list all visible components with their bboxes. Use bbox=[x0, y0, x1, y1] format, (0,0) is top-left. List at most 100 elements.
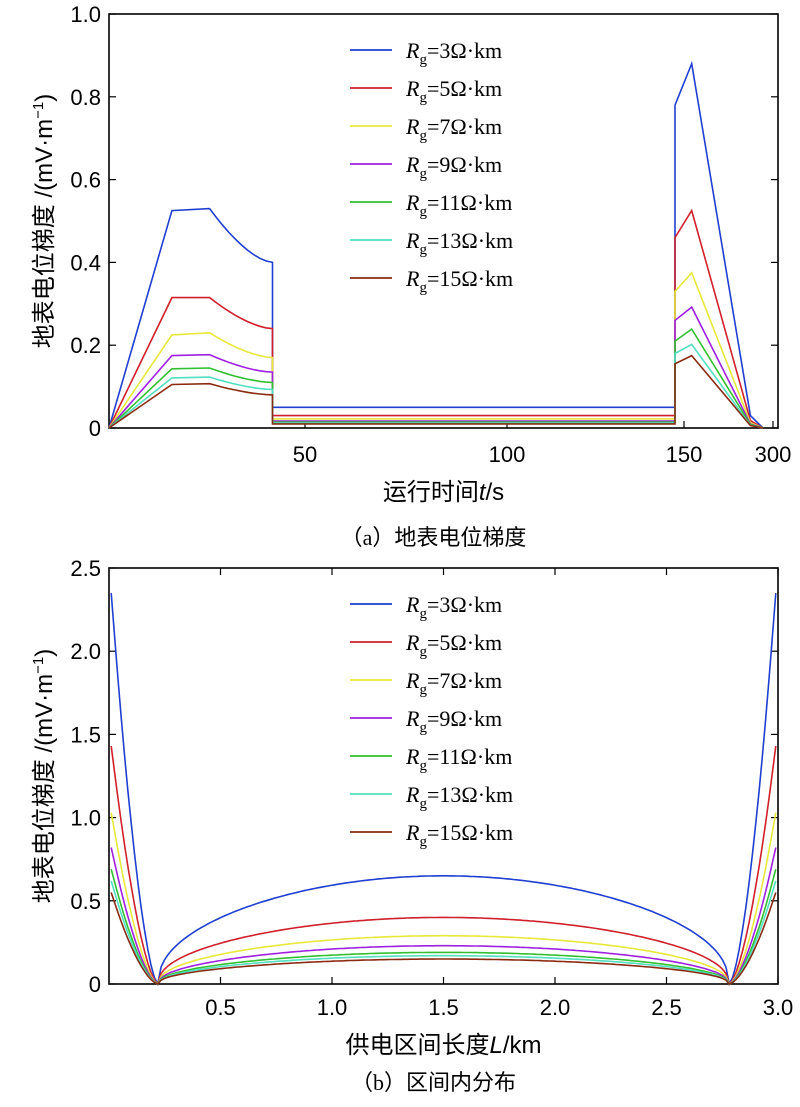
x-tick-label: 1.0 bbox=[317, 995, 348, 1020]
y-axis-title-main: 地表电位梯度 /(mV·m bbox=[31, 674, 58, 903]
legend-var: R bbox=[405, 592, 420, 617]
y-axis-title-sup: −1 bbox=[30, 102, 47, 119]
legend-var: R bbox=[405, 744, 420, 769]
legend-value: =13Ω·km bbox=[427, 782, 513, 807]
legend-var: R bbox=[405, 76, 420, 101]
series-line-rg-5 bbox=[108, 208, 764, 429]
legend-label: Rg=5Ω·km bbox=[405, 76, 502, 106]
legend-var: R bbox=[405, 782, 420, 807]
legend-value: =3Ω·km bbox=[427, 38, 502, 63]
chart-caption: （b）区间内分布 bbox=[351, 1070, 516, 1095]
y-tick-label: 0 bbox=[89, 972, 101, 997]
legend-sub: g bbox=[419, 52, 427, 68]
x-axis-title-part: /s bbox=[486, 479, 505, 506]
chart-caption: （a）地表电位梯度 bbox=[341, 525, 527, 550]
legend-label: Rg=9Ω·km bbox=[405, 152, 502, 182]
legend-sub: g bbox=[419, 166, 427, 182]
legend-var: R bbox=[405, 630, 420, 655]
legend-var: R bbox=[405, 152, 420, 177]
y-tick-label: 1.5 bbox=[70, 722, 101, 747]
x-axis-title: 供电区间长度L/km bbox=[345, 1032, 541, 1059]
y-axis-title: 地表电位梯度 /(mV·m−1) bbox=[30, 94, 58, 348]
legend-label: Rg=7Ω·km bbox=[405, 668, 502, 698]
legend-sub: g bbox=[419, 606, 427, 622]
legend-label: Rg=7Ω·km bbox=[405, 114, 502, 144]
series-line-rg-13 bbox=[108, 343, 764, 429]
legend-label: Rg=9Ω·km bbox=[405, 706, 502, 736]
legend-value: =5Ω·km bbox=[427, 76, 502, 101]
y-tick-label: 1.0 bbox=[70, 2, 101, 27]
y-axis-title-main: 地表电位梯度 /(mV·m bbox=[31, 119, 58, 348]
series-line-rg-9 bbox=[108, 305, 764, 429]
y-axis-title-close: ) bbox=[31, 94, 58, 102]
legend-sub: g bbox=[419, 204, 427, 220]
legend-label: Rg=15Ω·km bbox=[405, 266, 513, 296]
legend-value: =3Ω·km bbox=[427, 592, 502, 617]
y-axis-title-sup: −1 bbox=[30, 657, 47, 674]
series-line-rg-5 bbox=[110, 745, 777, 986]
y-tick-label: 0.2 bbox=[70, 333, 101, 358]
x-tick-label: 1.5 bbox=[428, 995, 459, 1020]
y-tick-label: 1.0 bbox=[70, 806, 101, 831]
x-tick-label: 300 bbox=[755, 442, 792, 467]
legend-sub: g bbox=[419, 644, 427, 660]
chart-b: 00.51.01.52.02.50.5 1.0 1.5 2.0 2.5 3.0Rg=3Ω·… bbox=[30, 556, 793, 1095]
y-tick-label: 0.4 bbox=[70, 250, 101, 275]
legend-sub: g bbox=[419, 834, 427, 850]
x-tick-label: 150 bbox=[666, 442, 703, 467]
legend-sub: g bbox=[419, 796, 427, 812]
legend-var: R bbox=[405, 190, 420, 215]
legend-value: =5Ω·km bbox=[427, 630, 502, 655]
legend-label: Rg=11Ω·km bbox=[405, 190, 512, 220]
chart-a: 00.20.40.60.81.050 100 150 300Rg=3Ω·kmRg=5Ω… bbox=[30, 2, 791, 550]
legend-label: Rg=15Ω·km bbox=[405, 820, 513, 850]
legend-label: Rg=13Ω·km bbox=[405, 782, 513, 812]
legend-var: R bbox=[405, 668, 420, 693]
legend-var: R bbox=[405, 114, 420, 139]
x-tick-label: 0.5 bbox=[205, 995, 236, 1020]
series-line-rg-9 bbox=[110, 847, 777, 986]
x-tick-label: 3.0 bbox=[763, 995, 794, 1020]
x-axis-title-part: 运行时间 bbox=[383, 479, 479, 506]
legend-var: R bbox=[405, 228, 420, 253]
y-tick-label: 2.0 bbox=[70, 639, 101, 664]
legend-var: R bbox=[405, 266, 420, 291]
legend-sub: g bbox=[419, 242, 427, 258]
legend-value: =9Ω·km bbox=[427, 706, 502, 731]
y-axis-title: 地表电位梯度 /(mV·m−1) bbox=[30, 649, 58, 903]
series-line-rg-15 bbox=[108, 354, 764, 429]
legend-value: =7Ω·km bbox=[427, 668, 502, 693]
legend-label: Rg=3Ω·km bbox=[405, 38, 502, 68]
x-axis-title: 运行时间t/s bbox=[383, 479, 504, 506]
series-line-rg-11 bbox=[110, 868, 777, 986]
legend-var: R bbox=[405, 38, 420, 63]
legend-value: =13Ω·km bbox=[427, 228, 513, 253]
legend-sub: g bbox=[419, 280, 427, 296]
legend-sub: g bbox=[419, 720, 427, 736]
x-tick-label: 2.0 bbox=[540, 995, 571, 1020]
plot-frame bbox=[108, 13, 779, 429]
y-tick-label: 0.8 bbox=[70, 85, 101, 110]
legend-label: Rg=3Ω·km bbox=[405, 592, 502, 622]
x-tick-label: 100 bbox=[489, 442, 526, 467]
legend-label: Rg=11Ω·km bbox=[405, 744, 512, 774]
legend-value: =15Ω·km bbox=[427, 266, 513, 291]
legend-value: =11Ω·km bbox=[427, 744, 512, 769]
x-tick-label: 50 bbox=[293, 442, 317, 467]
legend-value: =9Ω·km bbox=[427, 152, 502, 177]
legend-sub: g bbox=[419, 90, 427, 106]
legend-label: Rg=5Ω·km bbox=[405, 630, 502, 660]
y-tick-label: 0.5 bbox=[70, 889, 101, 914]
legend-var: R bbox=[405, 706, 420, 731]
legend-sub: g bbox=[419, 128, 427, 144]
series-line-rg-7 bbox=[108, 271, 764, 429]
series-line-rg-3 bbox=[110, 592, 777, 987]
legend-value: =15Ω·km bbox=[427, 820, 513, 845]
legend-sub: g bbox=[419, 758, 427, 774]
series-line-rg-7 bbox=[110, 812, 777, 986]
y-tick-label: 0 bbox=[89, 416, 101, 441]
legend-var: R bbox=[405, 820, 420, 845]
x-axis-title-part: /km bbox=[503, 1032, 542, 1059]
x-tick-label: 2.5 bbox=[651, 995, 682, 1020]
